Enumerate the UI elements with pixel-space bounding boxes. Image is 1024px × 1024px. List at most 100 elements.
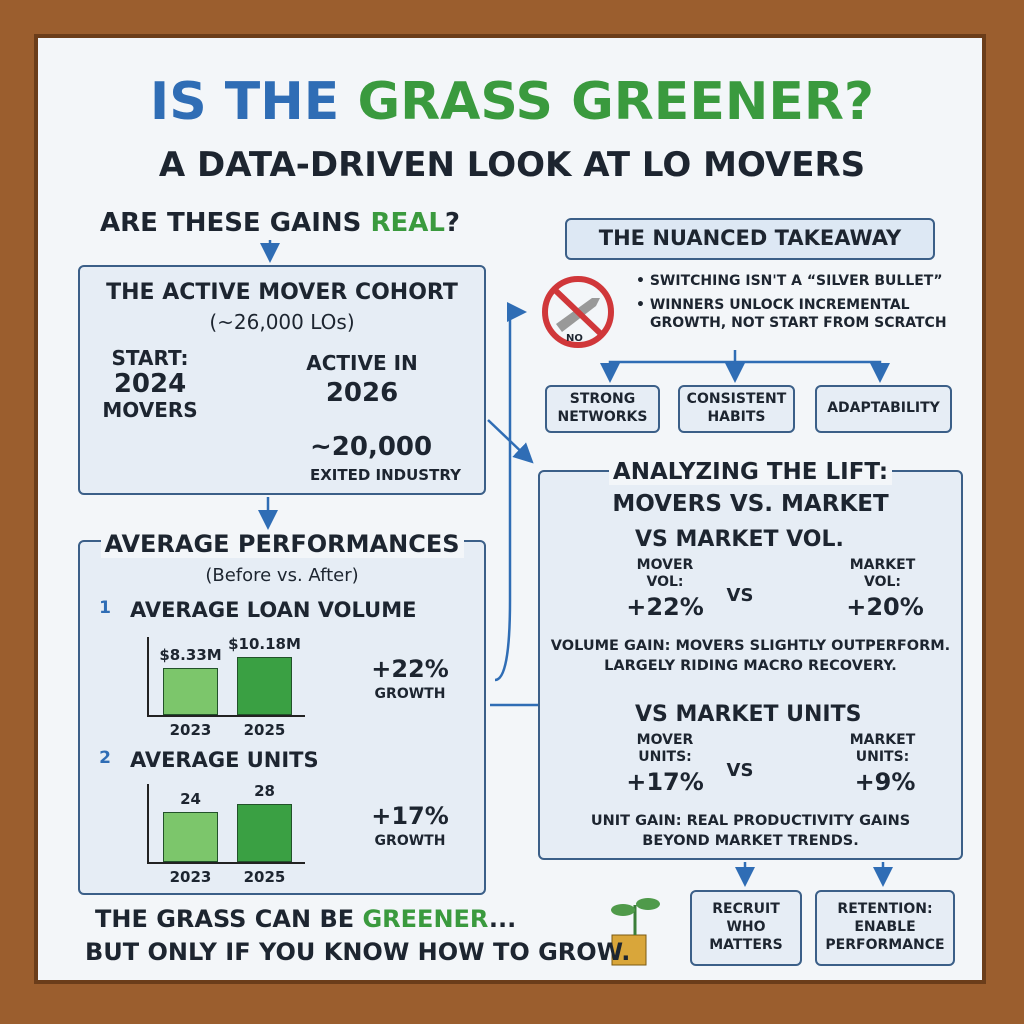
value-label: $8.33M (159, 645, 222, 664)
subtitle: A DATA-DRIVEN LOOK AT LO MOVERS (158, 145, 866, 185)
action-line: WHO (726, 919, 766, 935)
mover-label: MOVER (636, 557, 694, 573)
cohort-box (78, 265, 486, 495)
section-heading: VS MARKET UNITS (635, 702, 862, 727)
change-label: GROWTH (374, 686, 446, 702)
bullet-text: GROWTH, NOT START FROM SCRATCH (650, 315, 947, 331)
axis-line (147, 715, 305, 717)
mover-value: +17% (626, 768, 704, 796)
value-label: 24 (180, 790, 201, 809)
bar (237, 657, 292, 715)
question: ARE THESE GAINS REAL? (100, 208, 460, 238)
start-line: 2024 (113, 369, 187, 399)
no-icon-label: NO (566, 333, 583, 344)
exited-count: ~20,000 (310, 432, 433, 462)
market-label: UNITS: (855, 749, 910, 765)
category-label: 2023 (169, 868, 212, 886)
action: RETENTION: ENABLE PERFORMANCE (815, 900, 955, 954)
performances-subtitle: (Before vs. After) (205, 565, 359, 586)
performances-title-text: AVERAGE PERFORMANCES (100, 530, 464, 558)
start-line: START: (111, 346, 189, 370)
market-label: VOL: (863, 574, 901, 590)
performances-title: AVERAGE PERFORMANCES (78, 530, 486, 558)
mover-label: UNITS: (638, 749, 692, 765)
value-label: 28 (254, 782, 275, 800)
lift-box (538, 470, 963, 860)
lift-title-line: MOVERS VS. MARKET (612, 491, 889, 517)
vs-label: VS (726, 585, 754, 606)
question-lead: ARE THESE GAINS (100, 208, 362, 238)
bar (237, 804, 292, 862)
trait-box (545, 385, 660, 433)
conclusion-line2: BUT ONLY IF YOU KNOW HOW TO GROW. (85, 938, 631, 966)
trait-line: NETWORKS (557, 409, 648, 425)
bullet-text: SWITCHING ISN'T A “SILVER BULLET” (649, 273, 943, 289)
trait-line: STRONG (569, 391, 636, 407)
category-label: 2025 (243, 721, 286, 739)
bullet-text: WINNERS UNLOCK INCREMENTAL (649, 297, 910, 313)
trait-box (815, 385, 952, 433)
trait-line: HABITS (707, 409, 766, 425)
axis-line (147, 784, 149, 862)
takeaway-title: THE NUANCED TAKEAWAY (598, 226, 902, 250)
change-label: GROWTH (374, 833, 446, 849)
trait-box (678, 385, 795, 433)
section-note: VOLUME GAIN: MOVERS SLIGHTLY OUTPERFORM.… (540, 636, 961, 676)
conclusion-highlight: GREENER (362, 905, 489, 933)
metric-label: AVERAGE UNITS (130, 748, 319, 772)
section-heading: VS MARKET VOL. (635, 527, 844, 552)
lift-title-line: ANALYZING THE LIFT: (608, 459, 893, 485)
active-line: 2026 (325, 378, 399, 408)
market-value: +20% (846, 593, 924, 621)
bullet: • SWITCHING ISN'T A “SILVER BULLET” (636, 273, 943, 289)
action-line: RECRUIT (712, 901, 780, 917)
title-lead: IS THE (149, 72, 340, 132)
question-highlight: REAL (370, 208, 445, 238)
action-line: RETENTION: (837, 901, 933, 917)
market-value: +9% (854, 768, 916, 796)
bar (163, 812, 218, 862)
conclusion-lead: THE GRASS CAN BE (95, 905, 355, 933)
takeaway-title-box (565, 218, 935, 260)
market-label: MARKET (849, 557, 916, 573)
action-line: MATTERS (709, 937, 783, 953)
trait: CONSISTENT HABITS (678, 390, 795, 426)
mover-label: VOL: (646, 574, 684, 590)
section-note: UNIT GAIN: REAL PRODUCTIVITY GAINS BEYOND… (540, 811, 961, 851)
trait: ADAPTABILITY (827, 400, 940, 416)
cohort-active: ACTIVE IN 2026 (302, 348, 422, 408)
note-line: VOLUME GAIN: MOVERS SLIGHTLY OUTPERFORM. (540, 636, 961, 656)
lift-title: ANALYZING THE LIFT: MOVERS VS. MARKET (538, 456, 963, 520)
value-label: $10.18M (228, 635, 301, 653)
category-label: 2025 (243, 868, 286, 886)
trait: STRONG NETWORKS (545, 390, 660, 426)
axis-line (147, 862, 305, 864)
metric-label: AVERAGE LOAN VOLUME (130, 598, 417, 622)
cohort-start: START: 2024 MOVERS (95, 345, 205, 423)
title: IS THE GRASS GREENER? (40, 72, 984, 132)
action-box (690, 890, 802, 966)
mover-value: +22% (626, 593, 704, 621)
axis-line (147, 637, 149, 715)
metric-number: 2 (99, 748, 111, 768)
vs-label: VS (726, 760, 754, 781)
note-line: BEYOND MARKET TRENDS. (642, 833, 859, 849)
note-text: : MOVERS SLIGHTLY OUTPERFORM. (664, 638, 951, 654)
bar (163, 667, 218, 715)
action-line: PERFORMANCE (825, 937, 945, 953)
note-line: UNIT GAIN: REAL PRODUCTIVITY GAINS (540, 811, 961, 831)
title-highlight: GRASS GREENER? (357, 72, 875, 132)
market-label: MARKET (849, 732, 916, 748)
cohort-size: (~26,000 LOs) (209, 310, 355, 334)
category-label: 2023 (169, 721, 212, 739)
action-line: ENABLE (854, 919, 916, 935)
conclusion-line1: THE GRASS CAN BE GREENER... (95, 905, 516, 933)
plant-icon (611, 898, 660, 966)
action: RECRUIT WHO MATTERS (690, 900, 802, 954)
note-line: LARGELY RIDING MACRO RECOVERY. (604, 658, 897, 674)
mover-label: MOVER (636, 732, 694, 748)
conclusion-end: ... (488, 905, 517, 933)
gain-label: VOLUME GAIN (550, 638, 665, 654)
takeaway-bullets: • SWITCHING ISN'T A “SILVER BULLET” • WI… (636, 272, 947, 332)
